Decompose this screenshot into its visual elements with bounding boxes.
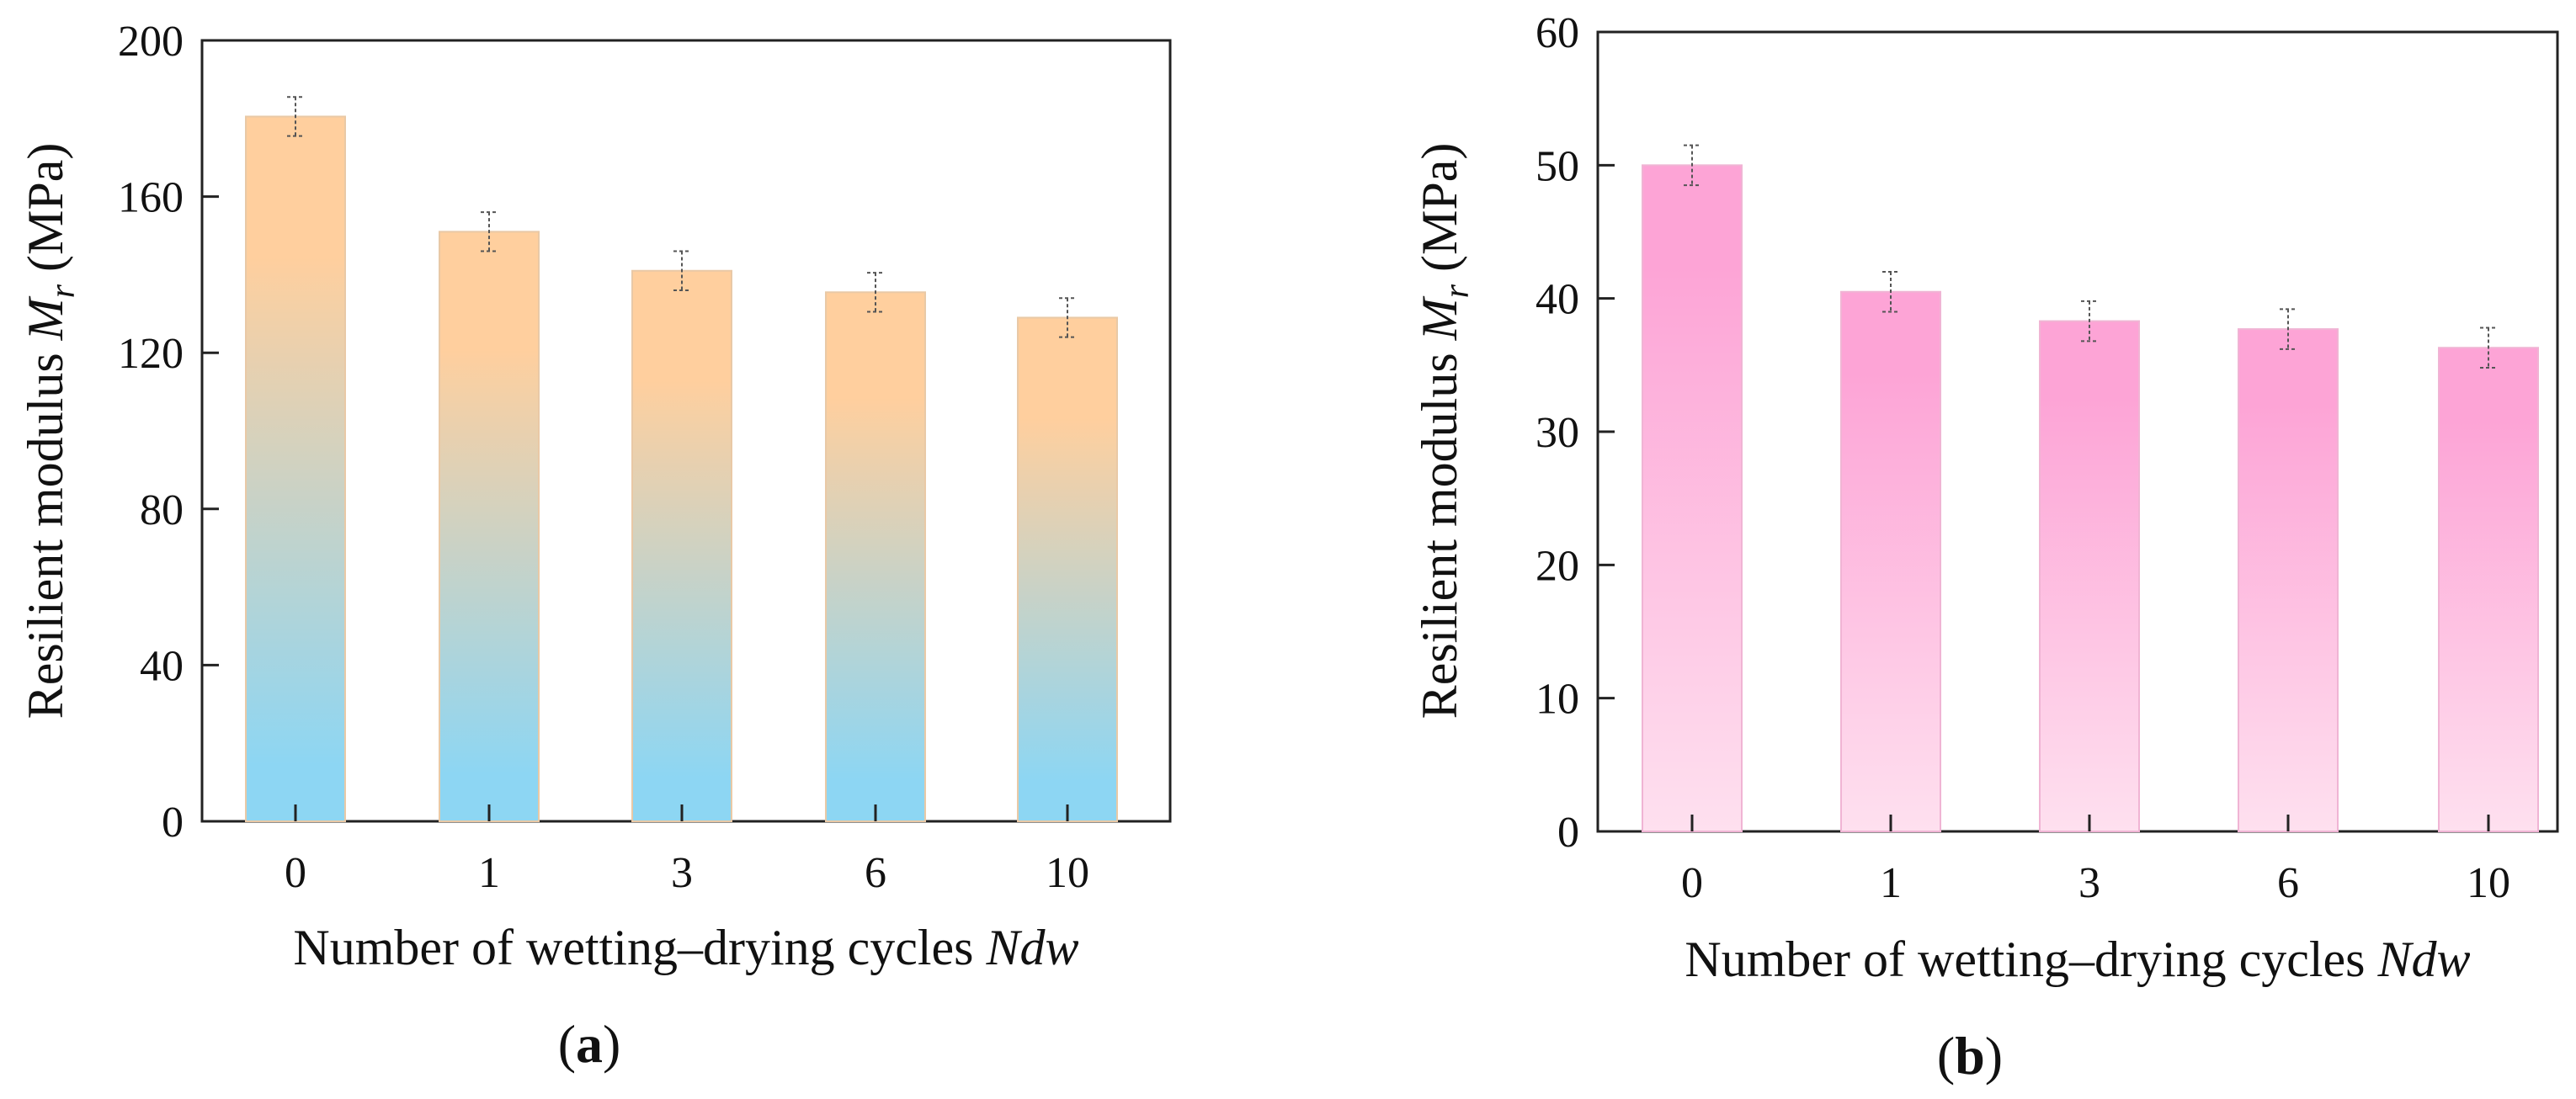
- y-tick-label-a-0: 0: [162, 799, 184, 847]
- bars-a: [245, 96, 1118, 823]
- x-tick-label-b-0: 0: [1681, 859, 1703, 907]
- error-bar-a-3: [673, 250, 690, 291]
- bar-a-0: [245, 115, 346, 823]
- x-tick-label-a-3: 3: [671, 849, 693, 897]
- y-tick-label-a-80: 80: [140, 486, 184, 534]
- y-tick-label-b-10: 10: [1535, 676, 1579, 724]
- y-tick-label-a-120: 120: [118, 330, 184, 378]
- bar-b-1: [1840, 290, 1941, 832]
- x-tick-label-a-1: 1: [478, 849, 500, 897]
- x-tick-label-a-10: 10: [1046, 849, 1089, 897]
- bar-group-b-1: [1840, 271, 1941, 832]
- y-tick-label-a-200: 200: [118, 18, 184, 66]
- y-tick-label-b-60: 60: [1535, 9, 1579, 57]
- bar-b-3: [2039, 320, 2140, 833]
- y-tick-label-b-50: 50: [1535, 142, 1579, 190]
- bar-group-a-3: [631, 250, 732, 822]
- y-axis-label-a: Resilient modulus Mr (MPa): [18, 143, 82, 719]
- x-tick-label-b-10: 10: [2467, 859, 2510, 907]
- error-bar-b-10: [2480, 327, 2497, 369]
- chart-panel-a: 0 1 3 6 10 0 40 80 120 160 200 Resilient modulus M…: [18, 18, 1172, 1074]
- y-tick-label-a-160: 160: [118, 174, 184, 222]
- bar-a-10: [1017, 316, 1118, 822]
- error-bar-a-10: [1059, 297, 1076, 338]
- x-axis-label-b: Number of wetting–drying cycles Ndw: [1685, 932, 2470, 987]
- y-tick-label-b-30: 30: [1535, 409, 1579, 457]
- y-tick-label-b-20: 20: [1535, 542, 1579, 590]
- error-bar-b-6: [2280, 308, 2297, 350]
- y-tick-label-b-40: 40: [1535, 276, 1579, 324]
- bar-b-0: [1642, 164, 1743, 833]
- bar-group-b-0: [1642, 144, 1743, 833]
- error-bar-a-1: [481, 211, 498, 252]
- bar-b-10: [2438, 347, 2539, 832]
- bar-a-1: [439, 231, 540, 822]
- bar-group-b-3: [2039, 300, 2140, 833]
- error-bar-b-0: [1684, 144, 1700, 187]
- bar-group-a-1: [439, 211, 540, 822]
- y-tick-label-b-0: 0: [1557, 809, 1579, 857]
- bar-group-a-6: [825, 272, 926, 822]
- bars-b: [1642, 144, 2539, 833]
- bar-a-3: [631, 269, 732, 822]
- y-tick-label-a-40: 40: [140, 642, 184, 690]
- error-bar-b-1: [1882, 271, 1899, 313]
- chart-panel-b: 0 1 3 6 10 0 10 20 30 40 50 60 Resilient modulus Mr…: [1412, 9, 2559, 1086]
- bar-group-a-0: [245, 96, 346, 823]
- bar-a-6: [825, 291, 926, 822]
- panel-label-a: (a): [558, 1014, 621, 1074]
- bar-group-b-10: [2438, 327, 2539, 832]
- panel-label-b: (b): [1937, 1026, 2003, 1086]
- error-bar-a-0: [287, 96, 304, 137]
- bar-group-a-10: [1017, 297, 1118, 822]
- x-tick-label-b-3: 3: [2078, 859, 2100, 907]
- x-tick-label-a-6: 6: [865, 849, 886, 897]
- x-tick-label-b-1: 1: [1880, 859, 1902, 907]
- error-bar-a-6: [867, 272, 884, 313]
- error-bar-b-3: [2081, 300, 2098, 342]
- bar-group-b-6: [2238, 308, 2339, 833]
- axis-ticks-b: 0 1 3 6 10 0 10 20 30 40 50 60: [1535, 9, 2510, 907]
- y-axis-label-b: Resilient modulus Mr (MPa): [1412, 143, 1477, 719]
- axis-ticks-a: 0 1 3 6 10 0 40 80 120 160 200: [118, 18, 1089, 897]
- x-axis-label-a: Number of wetting–drying cycles Ndw: [293, 920, 1078, 975]
- x-tick-label-b-6: 6: [2277, 859, 2299, 907]
- bar-b-6: [2238, 328, 2339, 833]
- x-tick-label-a-0: 0: [285, 849, 306, 897]
